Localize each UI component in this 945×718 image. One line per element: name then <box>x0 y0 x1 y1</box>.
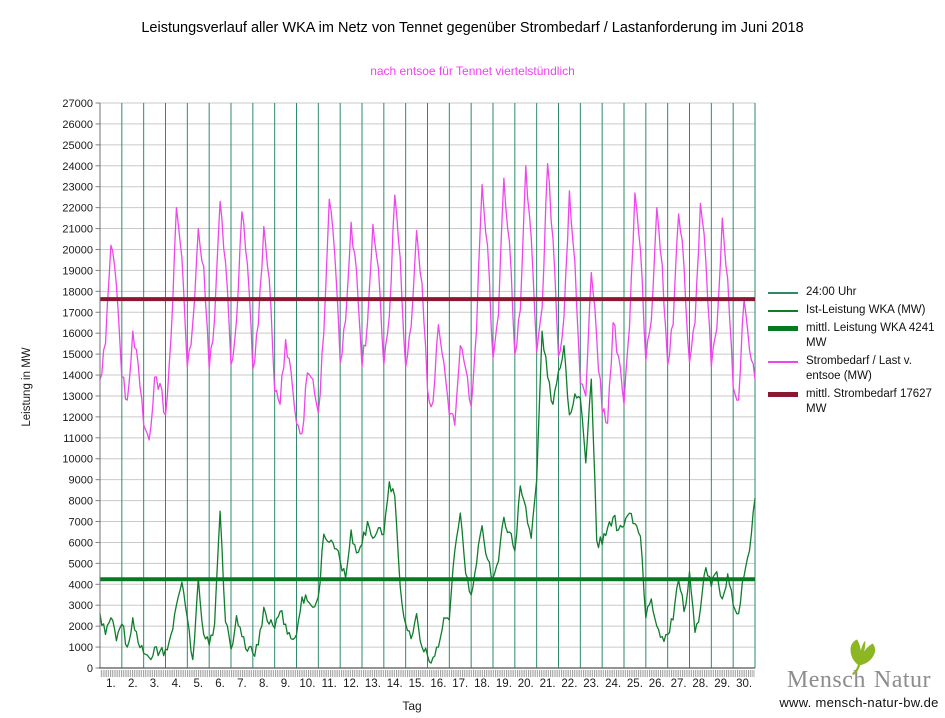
svg-text:12.: 12. <box>343 678 359 690</box>
svg-text:17000: 17000 <box>62 307 93 319</box>
demand-line-swatch <box>768 360 798 363</box>
mensch-natur-logo: Mensch Natur www. mensch-natur-bw.de <box>775 639 943 710</box>
svg-text:5.: 5. <box>193 678 203 690</box>
y-axis-title: Leistung in MW <box>21 347 33 426</box>
svg-text:1000: 1000 <box>69 642 93 654</box>
x-axis-title: Tag <box>402 699 421 713</box>
svg-text:24.: 24. <box>605 678 621 690</box>
svg-text:25.: 25. <box>627 678 643 690</box>
axis-lines <box>95 102 755 669</box>
wka-series-line <box>99 330 756 664</box>
svg-text:28.: 28. <box>692 678 708 690</box>
svg-text:15000: 15000 <box>62 349 93 361</box>
svg-text:16.: 16. <box>430 678 446 690</box>
logo-word-mensch: Mensch <box>786 667 866 693</box>
legend-label: Ist-Leistung WKA (MW) <box>806 303 926 316</box>
svg-text:13.: 13. <box>365 678 381 690</box>
svg-text:11000: 11000 <box>63 433 93 445</box>
svg-text:22000: 22000 <box>62 203 93 215</box>
ginkgo-leaf-icon <box>838 634 882 686</box>
wka-mean-line-swatch <box>768 325 798 331</box>
svg-text:13000: 13000 <box>62 391 93 403</box>
page-title: Leistungsverlauf aller WKA im Netz von T… <box>141 20 804 36</box>
svg-text:16000: 16000 <box>62 328 93 340</box>
legend-item-demand-mean: mittl. Strombedarf 17627 MW <box>768 387 945 417</box>
chart-legend: 24:00 Uhr Ist-Leistung WKA (MW) mittl. L… <box>768 285 945 420</box>
svg-text:0: 0 <box>87 663 93 675</box>
svg-text:25000: 25000 <box>62 140 93 152</box>
svg-text:3.: 3. <box>150 678 160 690</box>
svg-text:24000: 24000 <box>62 161 93 173</box>
svg-text:30.: 30. <box>736 678 752 690</box>
svg-text:11.: 11. <box>322 678 337 690</box>
svg-text:2000: 2000 <box>69 621 93 633</box>
svg-text:14.: 14. <box>387 678 403 690</box>
svg-text:15.: 15. <box>409 678 425 690</box>
midnight-line-swatch <box>768 292 798 294</box>
svg-text:8000: 8000 <box>69 496 93 508</box>
logo-wordmark: Mensch Natur <box>775 639 943 693</box>
svg-text:27000: 27000 <box>62 98 93 110</box>
svg-text:21000: 21000 <box>62 224 93 236</box>
svg-text:8.: 8. <box>259 678 269 690</box>
svg-text:10000: 10000 <box>62 454 93 466</box>
svg-text:19000: 19000 <box>62 265 93 277</box>
svg-text:2.: 2. <box>128 678 138 690</box>
wka-line-swatch <box>768 309 798 312</box>
svg-text:20.: 20. <box>518 678 534 690</box>
svg-text:21.: 21. <box>540 678 556 690</box>
svg-text:5000: 5000 <box>69 558 93 570</box>
svg-text:12000: 12000 <box>62 412 93 424</box>
legend-item-demand: Strombedarf / Last v. entsoe (MW) <box>768 354 945 384</box>
svg-text:26000: 26000 <box>62 119 93 131</box>
svg-text:9000: 9000 <box>69 475 93 487</box>
svg-text:18000: 18000 <box>62 286 93 298</box>
svg-text:23000: 23000 <box>62 182 93 194</box>
strombedarf-series-line <box>99 163 756 441</box>
svg-text:4.: 4. <box>172 678 182 690</box>
svg-text:7000: 7000 <box>69 517 93 529</box>
legend-label: 24:00 Uhr <box>806 286 857 298</box>
legend-label: mittl. Leistung WKA 4241 MW <box>806 321 935 349</box>
svg-text:20000: 20000 <box>62 244 93 256</box>
svg-text:22.: 22. <box>561 678 577 690</box>
svg-text:19.: 19. <box>496 678 512 690</box>
legend-item-midnight: 24:00 Uhr <box>768 285 945 300</box>
svg-text:14000: 14000 <box>62 370 93 382</box>
svg-text:10.: 10. <box>299 678 315 690</box>
svg-text:9.: 9. <box>281 678 291 690</box>
quarter-hour-tick-band <box>100 670 755 677</box>
legend-item-wka-mean: mittl. Leistung WKA 4241 MW <box>768 321 945 351</box>
logo-url: www. mensch-natur-bw.de <box>779 695 939 710</box>
svg-text:7.: 7. <box>237 678 247 690</box>
legend-label: mittl. Strombedarf 17627 MW <box>806 387 932 415</box>
svg-text:18.: 18. <box>474 678 490 690</box>
logo-word-natur: Natur <box>873 667 932 693</box>
axis-labels: 0 1000 2000 3000 4000 5000 6000 7000 8000 9000 100… <box>21 98 752 713</box>
svg-text:23.: 23. <box>583 678 599 690</box>
svg-text:6000: 6000 <box>69 537 93 549</box>
svg-text:6.: 6. <box>215 678 225 690</box>
mean-value-lines <box>100 297 755 582</box>
svg-text:27.: 27. <box>671 678 687 690</box>
svg-text:29.: 29. <box>714 678 730 690</box>
legend-item-wka: Ist-Leistung WKA (MW) <box>768 303 945 318</box>
demand-mean-line-swatch <box>768 391 798 397</box>
svg-text:3000: 3000 <box>69 600 93 612</box>
svg-text:4000: 4000 <box>69 579 93 591</box>
legend-label: Strombedarf / Last v. entsoe (MW) <box>806 354 912 382</box>
svg-text:1.: 1. <box>106 678 116 690</box>
svg-text:26.: 26. <box>649 678 665 690</box>
svg-text:17.: 17. <box>452 678 468 690</box>
chart-subtitle: nach entsoe für Tennet viertelstündlich <box>370 64 575 78</box>
